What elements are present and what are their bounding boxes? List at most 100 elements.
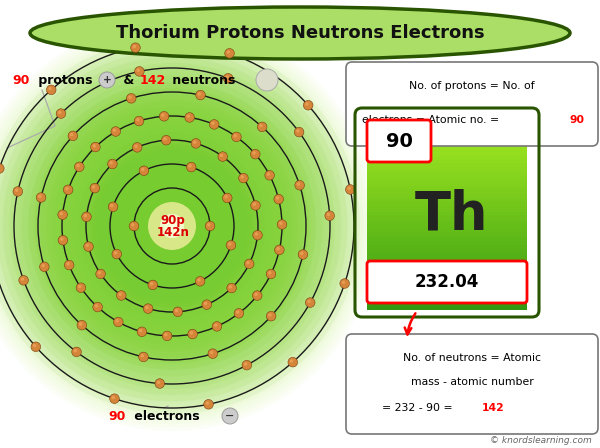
Bar <box>367 238 527 242</box>
Circle shape <box>139 329 142 332</box>
Circle shape <box>206 401 209 405</box>
Ellipse shape <box>0 48 350 404</box>
Bar <box>367 267 527 271</box>
Ellipse shape <box>40 95 304 358</box>
Circle shape <box>166 220 178 232</box>
Ellipse shape <box>0 38 360 414</box>
Ellipse shape <box>0 45 353 407</box>
Circle shape <box>173 307 182 317</box>
Circle shape <box>116 291 126 300</box>
Circle shape <box>110 204 113 207</box>
Bar <box>367 115 527 118</box>
Circle shape <box>250 149 260 159</box>
Circle shape <box>346 185 355 194</box>
Circle shape <box>204 302 207 305</box>
Circle shape <box>115 319 119 323</box>
Text: 232.04: 232.04 <box>415 273 479 291</box>
Circle shape <box>160 214 184 238</box>
Ellipse shape <box>0 38 360 414</box>
Text: 90: 90 <box>108 409 125 422</box>
Circle shape <box>76 283 86 293</box>
Circle shape <box>190 331 193 335</box>
Circle shape <box>164 218 181 234</box>
Text: neutrons: neutrons <box>168 73 240 86</box>
Text: +: + <box>103 75 112 85</box>
Circle shape <box>257 122 267 132</box>
Bar <box>367 215 527 219</box>
Circle shape <box>222 408 238 424</box>
Ellipse shape <box>0 34 364 418</box>
Circle shape <box>276 196 279 200</box>
Circle shape <box>163 331 172 340</box>
Circle shape <box>155 209 189 243</box>
Circle shape <box>210 351 213 354</box>
Circle shape <box>226 241 236 250</box>
Circle shape <box>247 261 250 264</box>
Bar <box>367 118 527 121</box>
Bar <box>367 167 527 170</box>
Ellipse shape <box>8 62 336 390</box>
Circle shape <box>0 164 4 173</box>
Circle shape <box>193 141 196 144</box>
Ellipse shape <box>165 219 179 233</box>
Circle shape <box>277 247 280 250</box>
Bar <box>367 258 527 261</box>
Circle shape <box>175 309 178 312</box>
Circle shape <box>159 112 169 121</box>
Circle shape <box>137 327 147 336</box>
Circle shape <box>58 210 67 220</box>
Circle shape <box>208 349 218 358</box>
Bar <box>367 280 527 284</box>
Circle shape <box>83 214 87 217</box>
Text: electrons: electrons <box>130 409 204 422</box>
Bar <box>367 137 527 141</box>
Bar <box>367 183 527 186</box>
Ellipse shape <box>62 116 281 336</box>
Bar <box>367 134 527 138</box>
Bar <box>367 150 527 154</box>
Text: &: & <box>119 73 139 86</box>
Circle shape <box>242 360 251 370</box>
Text: Thorium Protons Neutrons Electrons: Thorium Protons Neutrons Electrons <box>116 24 484 42</box>
Ellipse shape <box>59 113 285 339</box>
Text: © knordslearning.com: © knordslearning.com <box>490 435 592 444</box>
Circle shape <box>159 213 185 239</box>
Bar <box>367 306 527 310</box>
Bar <box>367 261 527 264</box>
Circle shape <box>298 250 308 259</box>
Circle shape <box>114 251 117 254</box>
Bar <box>367 199 527 203</box>
Text: = 232 - 90 =: = 232 - 90 = <box>382 403 456 413</box>
Ellipse shape <box>39 93 305 359</box>
Circle shape <box>56 109 66 118</box>
Circle shape <box>161 135 171 145</box>
Circle shape <box>288 358 298 367</box>
Text: No. of neutrons = Atomic: No. of neutrons = Atomic <box>403 353 541 363</box>
Bar <box>367 245 527 248</box>
Bar <box>367 248 527 251</box>
Circle shape <box>163 138 167 141</box>
Ellipse shape <box>70 124 275 328</box>
Circle shape <box>220 154 223 157</box>
Ellipse shape <box>140 195 203 257</box>
Circle shape <box>275 245 284 255</box>
Circle shape <box>205 221 215 231</box>
Circle shape <box>155 379 164 388</box>
Circle shape <box>112 249 122 259</box>
Circle shape <box>169 222 176 229</box>
Circle shape <box>134 144 137 148</box>
Circle shape <box>21 277 24 281</box>
Ellipse shape <box>0 44 354 408</box>
FancyBboxPatch shape <box>367 120 431 162</box>
Circle shape <box>153 207 191 245</box>
Circle shape <box>128 95 132 99</box>
Circle shape <box>96 269 106 279</box>
Bar <box>367 180 527 183</box>
Ellipse shape <box>131 185 213 267</box>
Bar <box>367 154 527 157</box>
Ellipse shape <box>56 110 288 342</box>
Ellipse shape <box>162 216 182 236</box>
Circle shape <box>64 260 74 270</box>
Ellipse shape <box>128 181 217 271</box>
Text: 142: 142 <box>482 403 505 413</box>
